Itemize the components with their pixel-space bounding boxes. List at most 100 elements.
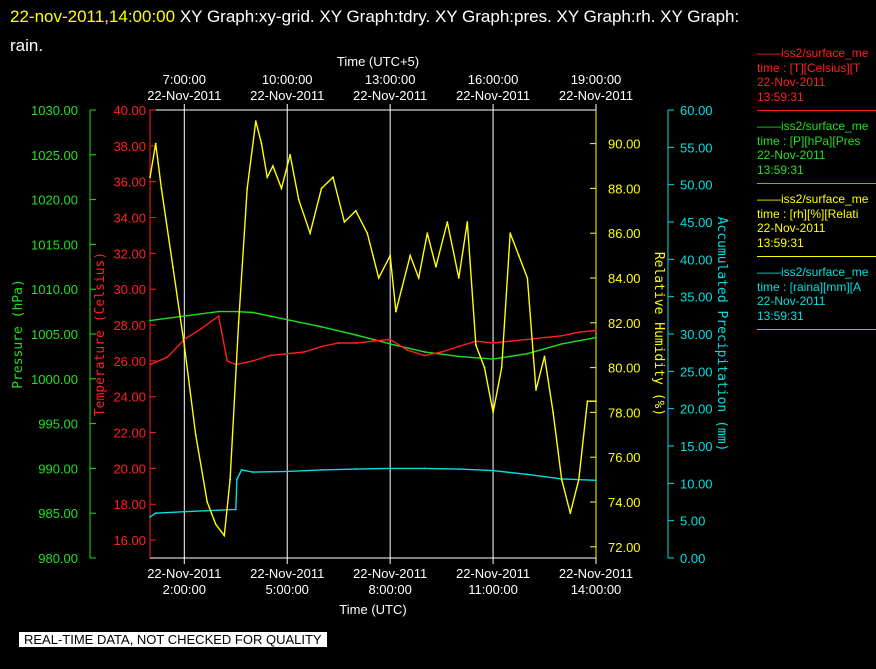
pressure-data-point	[183, 315, 186, 317]
temperature-tick-label: 16.00	[113, 533, 146, 548]
humidity-data-point	[492, 411, 494, 414]
humidity-data-point	[526, 277, 529, 279]
quality-warning-badge: REAL-TIME DATA, NOT CHECKED FOR QUALITY	[19, 632, 327, 647]
humidity-data-point	[289, 153, 291, 156]
humidity-data-point	[183, 344, 186, 347]
humidity-data-point	[466, 221, 469, 223]
humidity-tick-label: 84.00	[608, 271, 641, 286]
precipitation-data-point	[526, 473, 529, 476]
pressure-axis-title: Pressure (hPa)	[11, 279, 26, 389]
pressure-data-point	[354, 333, 357, 336]
humidity-data-point	[509, 232, 512, 235]
temperature-data-point	[354, 342, 357, 344]
humidity-data-point	[560, 478, 563, 481]
legend-line4: 13:59:31	[757, 89, 804, 104]
top-tick-label-date: 22-Nov-2011	[456, 88, 530, 103]
temperature-data-point	[595, 329, 597, 332]
temperature-data-point	[389, 338, 392, 341]
humidity-data-point	[254, 120, 257, 123]
header-graph-list: XY Graph:xy-grid. XY Graph:tdry. XY Grap…	[179, 7, 740, 26]
precipitation-data-point	[286, 470, 289, 473]
precipitation-data-point	[320, 468, 323, 471]
temperature-series-line	[149, 314, 597, 366]
legend-divider	[757, 329, 876, 330]
legend-line2: time : [rh][%][Relati	[757, 206, 859, 221]
precipitation-data-point	[389, 467, 392, 470]
pressure-tick-label: 985.00	[38, 506, 78, 521]
pressure-data-point	[286, 318, 289, 321]
precipitation-data-point	[595, 479, 597, 482]
x-tick-label-time: 11:00:00	[468, 582, 518, 597]
pressure-tick-label: 1005.00	[31, 327, 78, 342]
pressure-tick-label: 980.00	[38, 551, 78, 566]
temperature-data-point	[457, 345, 460, 348]
x-axis-title: Time (UTC)	[339, 602, 406, 617]
precipitation-tick-label: 5.00	[680, 514, 705, 529]
pressure-data-point	[234, 310, 237, 313]
humidity-tick-label: 82.00	[608, 316, 641, 331]
pressure-data-point	[526, 352, 529, 355]
x-tick-label-time: 2:00:00	[163, 582, 206, 597]
humidity-data-point	[446, 221, 449, 223]
humidity-tick-label: 78.00	[608, 405, 641, 420]
precipitation-tick-label: 20.00	[680, 402, 713, 417]
legend-line3: 22-Nov-2011	[757, 75, 826, 89]
legend-entry: ——iss2/surface_me time : [rh][%][Relati 22…	[757, 192, 876, 257]
humidity-tick-label: 90.00	[608, 137, 641, 152]
precipitation-data-point	[234, 508, 237, 511]
top-tick-label-time: 10:00:00	[262, 72, 313, 87]
legend-entry: ——iss2/surface_me time : [raina][mm][A 22-…	[757, 265, 876, 330]
pressure-data-point	[149, 319, 151, 322]
humidity-series-line	[149, 121, 596, 538]
temperature-tick-label: 24.00	[113, 390, 146, 405]
precipitation-tick-label: 0.00	[680, 551, 705, 566]
humidity-data-point	[171, 265, 174, 268]
temperature-data-point	[252, 359, 254, 362]
temperature-tick-label: 30.00	[113, 282, 146, 297]
precipitation-data-point	[354, 468, 357, 471]
temperature-data-point	[217, 315, 220, 317]
legend-line2: time : [T][Celsius][T	[757, 60, 861, 75]
temperature-data-point	[509, 340, 512, 343]
precipitation-data-point	[236, 478, 238, 481]
humidity-data-point	[577, 478, 580, 481]
precipitation-tick-label: 35.00	[680, 290, 713, 305]
humidity-data-point	[483, 366, 486, 369]
humidity-tick-label: 86.00	[608, 226, 641, 241]
pressure-tick-label: 1025.00	[31, 148, 78, 163]
precipitation-data-point	[154, 512, 157, 515]
temperature-data-point	[166, 356, 169, 359]
pressure-data-point	[560, 342, 563, 345]
precipitation-data-point	[183, 510, 186, 513]
legend-entry: ——iss2/surface_me time : [P][hPa][Pres 22-…	[757, 119, 876, 184]
header: 22-nov-2011,14:00:00 XY Graph:xy-grid. X…	[10, 2, 860, 60]
humidity-data-point	[343, 221, 346, 223]
plot-frame	[149, 109, 597, 559]
precipitation-data-point	[149, 516, 151, 518]
humidity-data-point	[434, 265, 437, 268]
humidity-data-point	[332, 176, 334, 179]
pressure-tick-label: 990.00	[38, 461, 78, 476]
humidity-data-point	[354, 209, 357, 212]
top-tick-label-date: 22-Nov-2011	[559, 88, 633, 103]
temperature-data-point	[149, 363, 151, 366]
humidity-tick-label: 76.00	[608, 450, 641, 465]
temperature-tick-label: 34.00	[113, 211, 146, 226]
temperature-tick-label: 18.00	[113, 497, 146, 512]
precipitation-data-point	[217, 509, 220, 512]
precipitation-data-point	[492, 469, 494, 472]
humidity-data-point	[426, 232, 429, 235]
precipitation-tick-label: 60.00	[680, 103, 713, 118]
humidity-data-point	[569, 512, 572, 515]
humidity-data-point	[394, 310, 397, 313]
humidity-data-point	[194, 433, 197, 436]
x-tick-label-time: 14:00:00	[571, 582, 622, 597]
pressure-data-point	[389, 342, 392, 345]
temperature-data-point	[577, 331, 580, 334]
precipitation-series-line	[149, 467, 597, 518]
humidity-data-point	[160, 187, 163, 190]
humidity-data-point	[154, 142, 157, 145]
temperature-data-point	[200, 327, 203, 330]
pressure-data-point	[457, 355, 460, 358]
precipitation-tick-label: 50.00	[680, 178, 713, 193]
